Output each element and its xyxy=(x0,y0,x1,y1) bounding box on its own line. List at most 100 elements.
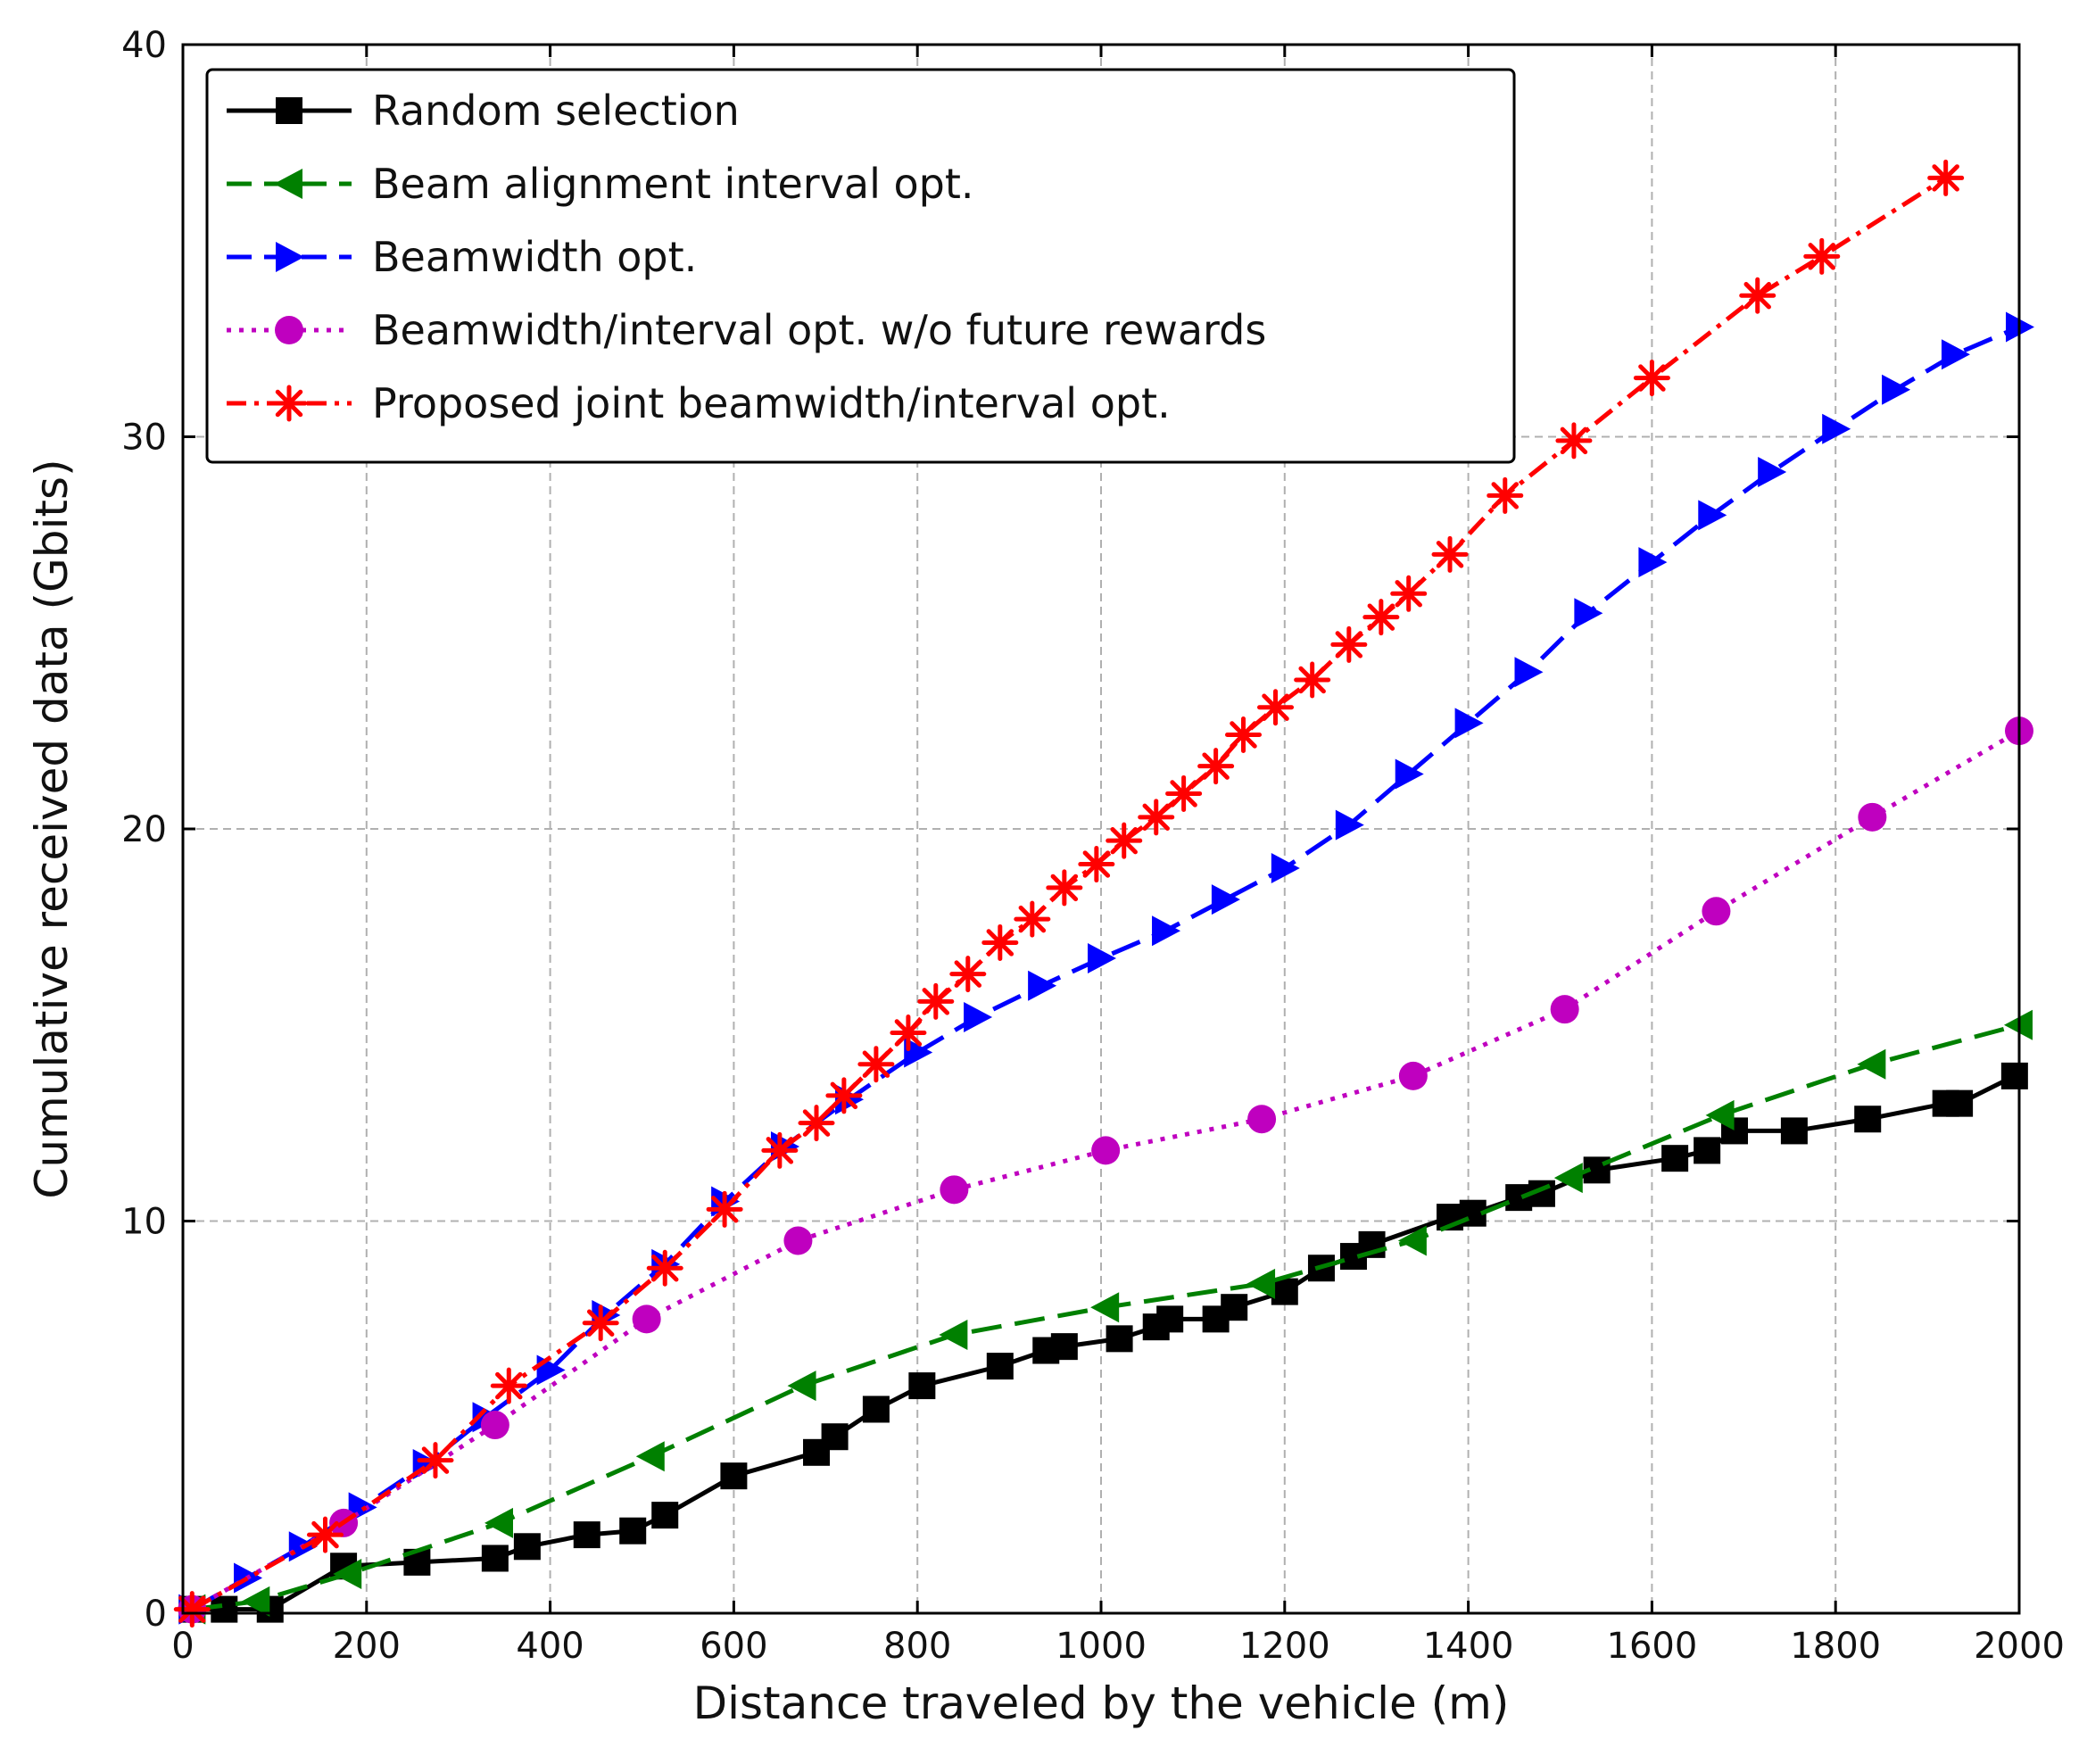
data-point xyxy=(1330,625,1368,663)
data-point xyxy=(2000,1062,2028,1089)
legend-entry: Beamwidth/interval opt. w/o future rewar… xyxy=(227,306,1266,354)
data-point xyxy=(1553,1163,1583,1194)
x-tick-label: 1800 xyxy=(1790,1626,1881,1667)
data-point xyxy=(1661,1145,1689,1172)
data-point xyxy=(635,1441,665,1472)
data-point xyxy=(798,1105,835,1142)
data-point xyxy=(1858,802,1887,832)
data-point xyxy=(1854,1106,1882,1133)
data-point xyxy=(1362,599,1400,636)
asterisk-stroke xyxy=(1436,541,1464,568)
data-point xyxy=(981,923,1019,961)
data-point xyxy=(173,1591,211,1628)
legend-label: Beamwidth opt. xyxy=(372,233,697,281)
asterisk-stroke xyxy=(830,1081,858,1110)
legend-label: Beam alignment interval opt. xyxy=(372,160,974,208)
data-point xyxy=(825,1077,863,1114)
data-point xyxy=(1702,897,1731,926)
data-point xyxy=(274,169,302,199)
data-point xyxy=(1803,237,1841,275)
data-point xyxy=(862,1395,890,1423)
asterisk-stroke xyxy=(1491,482,1519,509)
x-tick-label: 800 xyxy=(883,1626,951,1667)
asterisk-stroke xyxy=(1082,850,1111,878)
data-point xyxy=(783,1226,813,1255)
series-1 xyxy=(177,1009,2033,1625)
data-point xyxy=(1335,809,1364,841)
data-point xyxy=(1156,1305,1184,1333)
legend-label: Proposed joint beamwidth/interval opt. xyxy=(372,379,1171,427)
y-tick-label: 0 xyxy=(145,1594,167,1635)
legend-box xyxy=(205,68,1516,464)
data-point xyxy=(1390,575,1428,612)
series-line xyxy=(191,1023,2020,1612)
asterisk-stroke xyxy=(1743,282,1771,310)
data-point xyxy=(1294,661,1331,699)
legend-entry: Proposed joint beamwidth/interval opt. xyxy=(227,379,1171,427)
data-point xyxy=(1014,900,1051,938)
data-point xyxy=(821,1423,849,1451)
data-point xyxy=(1050,1333,1078,1361)
data-point xyxy=(1397,1225,1427,1256)
data-point xyxy=(1758,457,1787,488)
data-point xyxy=(1882,374,1911,405)
asterisk-stroke xyxy=(1932,164,1959,192)
data-point xyxy=(275,316,303,344)
data-point xyxy=(1941,339,1970,370)
asterisk-stroke xyxy=(1170,780,1197,807)
data-point xyxy=(1271,852,1300,883)
data-point xyxy=(1091,1136,1121,1165)
data-point xyxy=(651,1502,679,1529)
data-point xyxy=(1454,708,1484,739)
axis-ticks: 0 200 400 600 800 1000 1200 1400 1600 1800 2000 0 10… xyxy=(121,25,2065,1667)
data-point xyxy=(1431,535,1469,573)
data-point xyxy=(787,1371,816,1402)
legend-entry: Beam alignment interval opt. xyxy=(227,160,974,208)
y-tick-label: 40 xyxy=(121,25,167,66)
data-point xyxy=(1505,1184,1533,1212)
data-point xyxy=(761,1131,799,1169)
data-point xyxy=(1028,970,1057,1001)
data-point xyxy=(940,1175,969,1205)
data-point xyxy=(1224,716,1262,754)
data-point xyxy=(1487,476,1524,514)
data-point xyxy=(1138,799,1175,836)
x-tick-label: 1600 xyxy=(1607,1626,1698,1667)
data-point xyxy=(1090,1292,1120,1323)
series-4 xyxy=(173,159,1965,1628)
data-point xyxy=(481,1545,509,1572)
data-point xyxy=(917,982,955,1020)
data-point xyxy=(939,1319,968,1350)
asterisk-stroke xyxy=(1110,826,1138,855)
x-axis-label: Distance traveled by the vehicle (m) xyxy=(693,1677,1510,1729)
asterisk-stroke xyxy=(1335,631,1363,658)
data-point xyxy=(1247,1105,1277,1134)
legend-entry: Random selection xyxy=(227,87,740,135)
x-tick-label: 0 xyxy=(171,1626,194,1667)
data-point xyxy=(1555,422,1593,460)
data-point xyxy=(1739,277,1776,314)
asterisk-stroke xyxy=(178,1595,206,1623)
x-tick-label: 400 xyxy=(516,1626,584,1667)
x-tick-label: 1400 xyxy=(1423,1626,1514,1667)
data-point xyxy=(490,1367,527,1404)
asterisk-stroke xyxy=(586,1309,615,1337)
data-point xyxy=(417,1442,454,1479)
asterisk-stroke xyxy=(1202,752,1230,780)
asterisk-stroke xyxy=(922,988,950,1015)
data-point xyxy=(904,1037,933,1068)
x-tick-label: 600 xyxy=(700,1626,767,1667)
data-point xyxy=(582,1304,619,1342)
data-point xyxy=(1088,943,1116,974)
data-point xyxy=(1046,869,1083,907)
data-point xyxy=(1780,1117,1808,1145)
asterisk-stroke xyxy=(1142,803,1170,832)
data-point xyxy=(306,1516,344,1553)
data-point xyxy=(1946,1089,1974,1117)
asterisk-stroke xyxy=(650,1255,679,1282)
asterisk-stroke xyxy=(1230,721,1257,749)
asterisk-stroke xyxy=(802,1109,831,1137)
data-point xyxy=(619,1517,647,1545)
data-point xyxy=(1271,1278,1298,1305)
